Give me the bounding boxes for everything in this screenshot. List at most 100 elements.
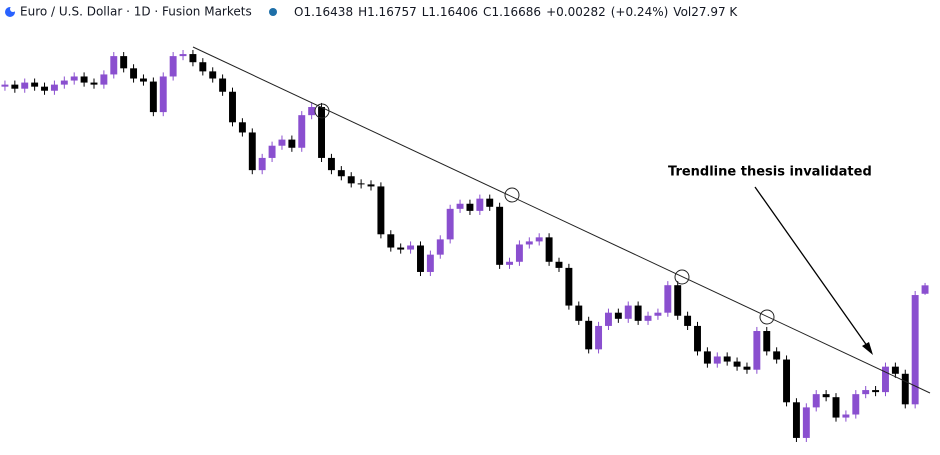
candle-body (842, 414, 850, 418)
candle-body (525, 241, 533, 245)
label: L (422, 5, 429, 19)
candle-body (882, 366, 889, 393)
change-percent: (+0.24%) (611, 5, 669, 19)
candle-body (417, 245, 424, 272)
candle-body (179, 54, 187, 57)
label: C (483, 5, 491, 19)
candle-body (694, 325, 701, 352)
candle-body (21, 82, 29, 89)
candle-body (872, 390, 880, 393)
candle-body (248, 132, 256, 171)
candle-body (298, 115, 306, 148)
candle-body (258, 157, 266, 171)
candle-body (733, 361, 741, 367)
candle-body (397, 247, 405, 250)
value: 1.16757 (367, 5, 417, 19)
candle-body (644, 315, 652, 321)
candle-body (31, 82, 39, 87)
candle-body (753, 331, 761, 370)
candle-body (832, 397, 840, 418)
candle-body (852, 394, 860, 415)
value: 1.16406 (428, 5, 478, 19)
status-dot (269, 8, 277, 16)
annotation: Trendline thesis invalidated (668, 165, 872, 180)
candle-body (763, 331, 771, 352)
candle-body (209, 71, 217, 79)
value: 1.16438 (303, 5, 353, 19)
change: +0.00282 (546, 5, 606, 19)
touch-circle (504, 187, 520, 203)
candle-body (792, 402, 800, 438)
candles (1, 50, 929, 442)
candle-body (634, 305, 642, 321)
candle-body (367, 184, 375, 187)
candle-body (703, 351, 711, 364)
candle-body (41, 86, 48, 91)
candle-body (357, 183, 365, 185)
candle-body (604, 312, 612, 326)
candle-body (149, 81, 157, 113)
candle-body (654, 312, 662, 316)
label: Vol (673, 5, 691, 19)
candle-body (219, 78, 227, 92)
candle-body (288, 139, 296, 148)
candle-body (664, 285, 672, 313)
candle-body (11, 84, 19, 89)
candle-body (426, 254, 434, 272)
touch-circle (674, 269, 690, 285)
candle-body (238, 122, 246, 133)
candle-body (921, 285, 929, 294)
candle-body (743, 366, 751, 370)
candle-body (436, 239, 444, 255)
candle-body (347, 176, 355, 184)
candle-body (891, 366, 899, 374)
candle-body (407, 245, 415, 250)
candle-body (555, 261, 563, 268)
candle-body (278, 139, 286, 146)
candle-body (387, 234, 395, 248)
symbol-title: Euro / U.S. Dollar · 1D · Fusion Markets (20, 5, 252, 19)
candle-body (90, 82, 98, 85)
candle-body (773, 351, 781, 360)
candle-body (377, 186, 385, 235)
candle-body (535, 237, 543, 242)
candle-body (60, 80, 68, 85)
candle-body (545, 237, 553, 262)
candle-body (802, 407, 810, 438)
candle-body (515, 244, 523, 262)
value: 27.97 K (691, 5, 738, 19)
value: 1.16686 (491, 5, 541, 19)
candle-body (822, 394, 830, 398)
arrow-head (862, 342, 873, 355)
candle-body (614, 312, 622, 319)
candle-body (268, 145, 276, 158)
candle-body (337, 170, 345, 177)
candle-body (318, 107, 326, 158)
label: O (294, 5, 303, 19)
logo (10, 6, 16, 12)
candle-body (624, 305, 632, 319)
candle-body (100, 74, 108, 85)
candle-body (199, 62, 207, 72)
candle-body (1, 84, 9, 87)
candle-body (862, 390, 870, 395)
candle-body (110, 56, 118, 75)
candle-body (911, 295, 919, 405)
candle-body (70, 76, 78, 81)
candle-body (783, 359, 791, 403)
candle-body (327, 157, 335, 171)
candle-body (674, 285, 682, 316)
touch-circle (314, 103, 330, 119)
drawings: Trendline thesis invalidated (192, 46, 931, 394)
candle-body (595, 325, 603, 350)
ohlc-legend: O1.16438 H1.16757 L1.16406 C1.16686 +0.00282… (294, 5, 738, 19)
candle-body (456, 203, 464, 209)
candle-body (189, 54, 197, 63)
candle-body (169, 56, 177, 77)
touch-circle (759, 309, 775, 325)
candle-body (229, 91, 236, 123)
candle-body (901, 373, 909, 405)
candle-body (80, 76, 88, 83)
